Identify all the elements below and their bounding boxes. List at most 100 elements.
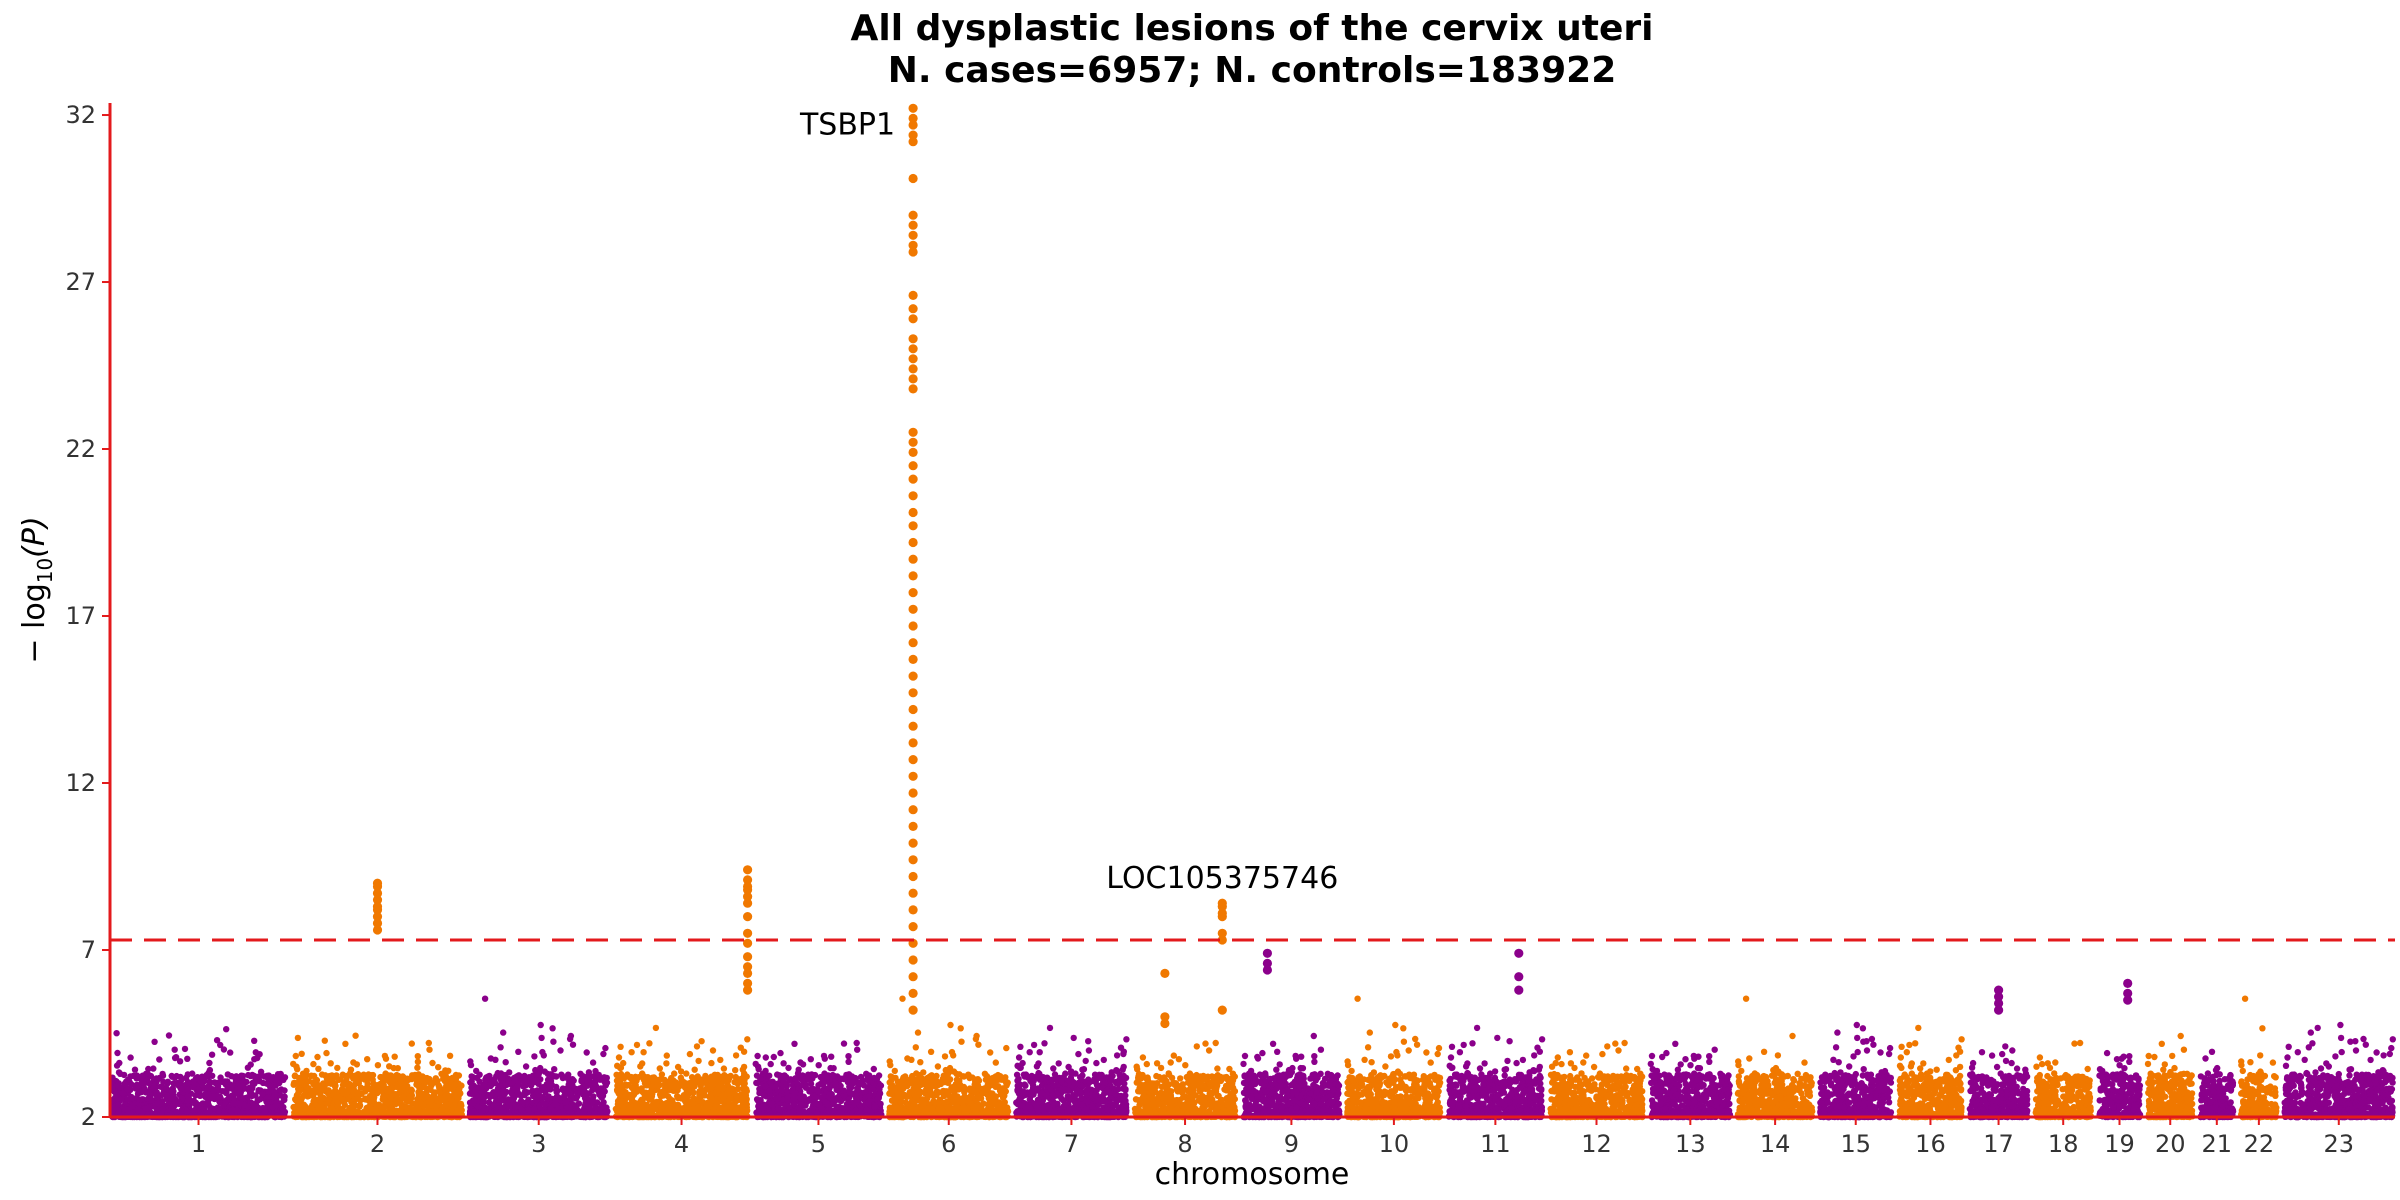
data-point-chr2 [318,1095,325,1103]
data-point-chr1 [251,1107,258,1115]
data-point-chr2 [290,1060,297,1068]
data-point-chr1 [208,1051,216,1058]
data-point-chr2 [292,1052,299,1060]
data-point-chr5 [759,1070,767,1077]
data-point-chr5 [815,1088,822,1096]
data-point-chr1 [176,1058,184,1065]
data-point-chr5 [754,1079,761,1087]
data-point-chr3 [574,1093,581,1100]
data-point-chr2 [374,1062,382,1069]
data-point-chr1 [229,1096,237,1104]
data-point-chr1 [157,1110,165,1117]
data-point-chr5 [865,1098,873,1105]
data-point-chr4 [634,1100,641,1108]
data-point-chr4 [654,1082,661,1089]
data-point-chr1 [126,1096,133,1103]
data-point-chr1 [206,1059,213,1067]
data-point-chr1 [190,1097,198,1105]
data-point-chr1 [146,1080,153,1087]
data-point-chr2 [308,1072,315,1079]
data-point-chr2 [293,1103,300,1110]
data-point-chr3 [567,1092,574,1099]
data-point-chr4 [658,1071,666,1078]
data-point-chr1 [184,1086,191,1094]
data-point-chr5 [762,1083,769,1090]
data-point-chr2 [389,1076,396,1084]
data-point-chr2 [298,1050,305,1058]
data-point-chr3 [542,1101,549,1108]
data-point-chr4 [717,1056,724,1064]
data-point-chr4 [732,1073,739,1081]
data-point-chr5 [819,1093,826,1101]
data-point-chr4 [732,1052,740,1059]
data-point-chr4 [618,1097,626,1105]
data-point-chr5 [845,1071,853,1078]
data-point-chr2 [357,1084,364,1091]
data-point-chr2 [295,1089,302,1097]
data-point-chr5 [752,1060,759,1068]
data-point-chr3 [469,1099,476,1107]
data-point-chr4 [666,1080,673,1087]
data-point-chr3 [602,1044,609,1052]
data-point-chr1 [184,1097,192,1105]
data-point-chr5 [755,1097,762,1105]
data-point-chr3 [589,1086,596,1094]
data-point-chr1 [213,1037,221,1044]
data-point-chr5 [770,1053,777,1061]
data-point-chr2 [392,1091,399,1098]
data-point-chr2 [366,1106,373,1114]
data-point-chr5 [847,1077,854,1084]
data-point-chr5 [840,1075,847,1082]
data-point-chr2 [294,1034,302,1042]
data-point-chr4 [674,1102,682,1109]
data-point-chr2 [327,1060,334,1067]
data-point-chr1 [158,1099,166,1106]
data-point-chr1 [220,1046,228,1053]
data-point-chr2 [435,1082,442,1089]
data-point-chr3 [549,1025,556,1032]
data-point-chr2 [378,1105,385,1113]
data-point-chr1 [214,1083,221,1091]
data-point-chr2 [380,1093,387,1101]
data-point-chr4 [739,1096,746,1104]
data-point-chr5 [800,1093,807,1100]
data-point-chr1 [254,1054,261,1062]
data-point-chr1 [277,1092,284,1099]
data-point-chr1 [154,1076,161,1083]
data-point-chr5 [856,1079,863,1087]
data-point-chr1 [259,1079,267,1087]
data-point-chr2 [293,1097,300,1105]
data-point-chr2 [415,1083,423,1091]
data-point-chr5 [767,1079,775,1086]
data-point-chr4 [744,1036,751,1043]
data-point-chr5 [783,1096,791,1103]
data-point-chr2 [419,1091,426,1098]
data-point-chr4 [733,1104,740,1112]
data-point-chr1 [127,1054,134,1061]
data-point-chr4 [629,1084,636,1091]
data-point-chr4 [663,1099,671,1107]
data-point-chr5 [871,1074,878,1082]
data-point-chr4 [686,1050,694,1058]
data-point-chr3 [480,1099,487,1107]
data-point-chr4 [733,1097,741,1104]
data-point-chr4 [721,1092,728,1099]
data-point-chr4 [684,1093,691,1100]
data-point-chr5 [820,1052,828,1060]
data-point-chr5 [761,1102,768,1110]
data-point-chr2 [397,1080,404,1087]
data-point-chr2 [380,1081,387,1089]
data-point-chr1 [116,1059,123,1067]
data-point-chr2 [391,1053,398,1060]
data-point-chr4 [641,1102,648,1109]
data-point-chr2 [429,1059,436,1067]
data-point-chr1 [189,1078,197,1085]
data-point-chr3 [565,1071,572,1078]
data-point-chr1 [264,1088,271,1096]
data-point-chr1 [256,1096,264,1103]
data-point-chr4 [615,1054,623,1061]
data-point-chr4 [640,1049,647,1056]
data-point-chr2 [328,1072,336,1079]
data-point-chr5 [767,1060,774,1068]
